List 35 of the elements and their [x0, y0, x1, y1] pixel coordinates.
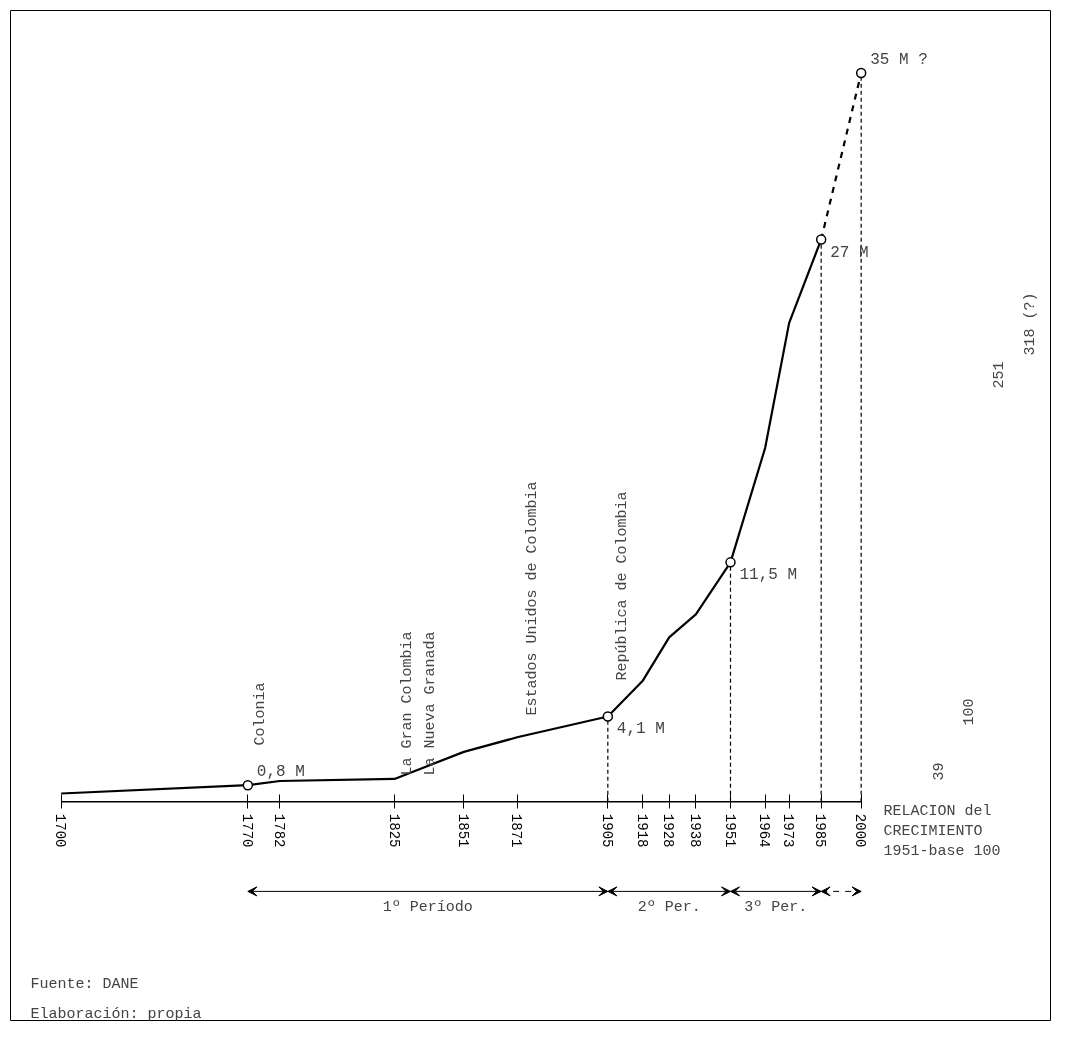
annotation: 3º Per.	[744, 899, 808, 917]
data-label: 0,8 M	[256, 763, 305, 782]
annotation: 39	[930, 762, 948, 781]
x-tick-label: 1851	[454, 813, 471, 848]
x-tick-label: 1964	[756, 813, 773, 848]
annotation: 2º Per.	[637, 899, 701, 917]
x-tick-label: 1871	[508, 813, 525, 848]
x-tick-label: 1951	[721, 813, 738, 848]
x-tick-label: 2000	[852, 813, 869, 848]
annotation: La Nueva Granada	[422, 631, 439, 776]
x-tick-label: 1973	[780, 813, 797, 848]
x-tick-label: 1770	[238, 813, 255, 848]
x-tick-label: 1782	[270, 813, 287, 848]
annotation: 251	[990, 361, 1008, 389]
annotation: La Gran Colombia	[399, 631, 416, 776]
annotation: 100	[960, 698, 978, 726]
data-label: 11,5 M	[739, 566, 798, 585]
x-tick-label: 1928	[660, 813, 677, 848]
annotation: 1º Período	[382, 899, 473, 917]
annotation: Elaboración: propia	[30, 1005, 202, 1023]
x-tick-label: 1825	[385, 813, 402, 848]
data-label: 27 M	[830, 243, 869, 262]
annotation: Fuente: DANE	[30, 975, 139, 993]
annotation: Estados Unidos de Colombia	[524, 481, 541, 716]
x-tick-label: 1918	[633, 813, 650, 848]
data-label: 35 M ?	[870, 50, 928, 69]
x-tick-label: 1700	[52, 813, 69, 848]
x-tick-label: 1985	[812, 813, 829, 848]
x-tick-label: 1938	[686, 813, 703, 848]
annotation: Colonia	[252, 682, 269, 746]
annotation: 318 (?)	[1022, 292, 1039, 356]
x-tick-label: 1905	[598, 813, 615, 848]
data-label: 4,1 M	[616, 720, 665, 739]
annotation: RELACION del CRECIMIENTO 1951-base 100	[883, 802, 1001, 861]
annotation: República de Colombia	[614, 491, 631, 681]
